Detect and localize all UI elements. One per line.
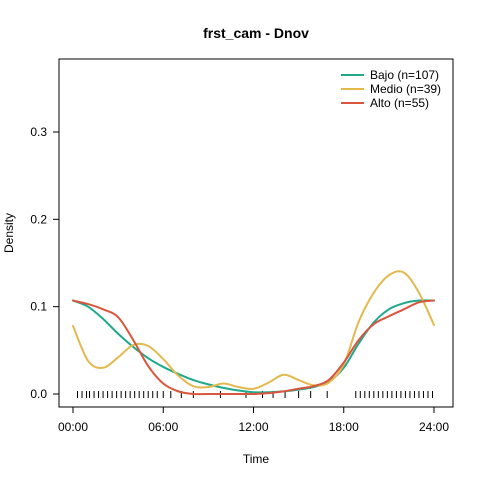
series-lines — [72, 270, 435, 396]
x-axis-label: Time — [243, 452, 270, 466]
x-tick-label: 12:00 — [238, 420, 268, 434]
series-line-1 — [72, 270, 435, 390]
legend-label-2: Alto (n=55) — [370, 96, 429, 110]
y-tick-label: 0.0 — [30, 387, 47, 401]
rug-marks — [77, 391, 433, 398]
chart-title: frst_cam - Dnov — [203, 25, 309, 41]
x-tick-label: 24:00 — [419, 420, 449, 434]
series-line-2 — [72, 299, 435, 396]
legend-label-0: Bajo (n=107) — [370, 68, 439, 82]
y-tick-label: 0.2 — [30, 212, 47, 226]
x-tick-label: 18:00 — [329, 420, 359, 434]
legend: Bajo (n=107)Medio (n=39)Alto (n=55) — [341, 68, 441, 110]
series-line-0 — [72, 299, 435, 394]
y-axis: 0.0 0.1 0.2 0.3 — [30, 125, 60, 401]
x-tick-label: 06:00 — [148, 420, 178, 434]
y-axis-label: Density — [2, 213, 16, 253]
x-tick-label: 00:00 — [58, 420, 88, 434]
legend-label-1: Medio (n=39) — [370, 82, 441, 96]
x-axis: 00:00 06:00 12:00 18:00 24:00 — [58, 406, 449, 434]
y-tick-label: 0.1 — [30, 300, 47, 314]
y-tick-label: 0.3 — [30, 125, 47, 139]
